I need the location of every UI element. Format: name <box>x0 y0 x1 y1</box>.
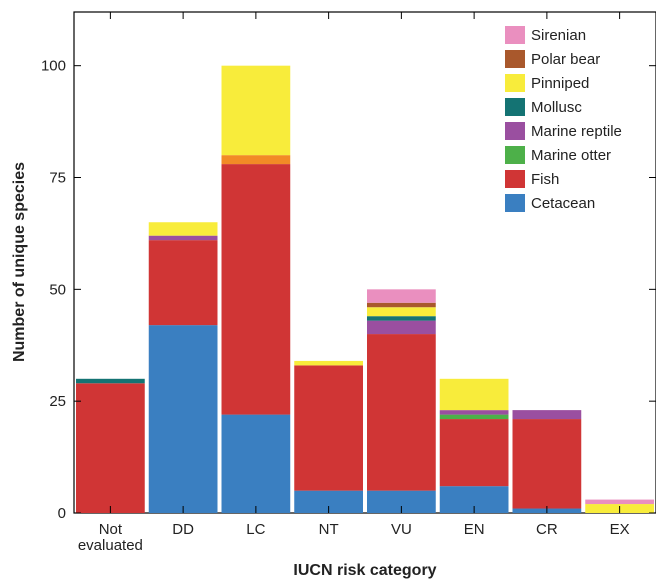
bar-segment-fish-vu <box>367 334 436 491</box>
legend-label-marine-reptile: Marine reptile <box>531 123 622 140</box>
y-tick-label: 50 <box>49 281 66 298</box>
legend-swatch-sirenian <box>505 26 525 44</box>
bar-segment-marine-otter-en <box>439 414 509 420</box>
bar-segment-cetacean-dd <box>148 325 218 513</box>
legend-label-fish: Fish <box>531 171 559 188</box>
bar-segment-cetacean-lc <box>221 414 291 513</box>
legend-swatch-marine-otter <box>505 146 525 164</box>
x-tick-label: DD <box>172 521 194 538</box>
bar-segment-fish-dd <box>148 240 218 326</box>
plot-frame <box>73 11 656 514</box>
x-tick-label: LC <box>246 521 265 538</box>
bar-segment-pinniped-vu <box>367 307 436 317</box>
legend-swatch-polar-bear <box>505 50 525 68</box>
bar-segment-marine-reptile-cr <box>512 410 582 420</box>
y-tick-label: 25 <box>49 393 66 410</box>
bar-segment-mollusc-vu <box>367 316 436 321</box>
bar-segment-sirenian-vu <box>367 289 436 303</box>
bar-segment-fish-en <box>439 419 509 487</box>
legend-swatch-pinniped <box>505 74 525 92</box>
bar-segment-highlight-lc <box>221 155 291 165</box>
x-tick-label: NT <box>319 521 339 538</box>
x-tick-label: CR <box>536 521 558 538</box>
legend-label-sirenian: Sirenian <box>531 27 586 44</box>
legend-label-pinniped: Pinniped <box>531 75 589 92</box>
y-tick-label: 0 <box>58 505 66 522</box>
x-tick-label: VU <box>391 521 412 538</box>
bar-segment-fish-nt <box>294 365 363 491</box>
bars-group <box>76 65 654 513</box>
bar-segment-sirenian-ex <box>585 499 654 505</box>
bar-segment-cetacean-vu <box>367 490 436 513</box>
x-tick-label: EN <box>464 521 485 538</box>
bar-segment-marine-reptile-dd <box>148 235 218 241</box>
x-axis-title: IUCN risk category <box>293 562 436 579</box>
legend-swatch-marine-reptile <box>505 122 525 140</box>
legend-label-mollusc: Mollusc <box>531 99 582 116</box>
x-tick-label: evaluated <box>78 537 143 554</box>
plot-area <box>73 11 656 514</box>
legend-label-polar-bear: Polar bear <box>531 51 600 68</box>
legend-swatch-mollusc <box>505 98 525 116</box>
bar-segment-mollusc-not-evaluated <box>76 378 145 384</box>
x-tick-label: Not <box>99 521 123 538</box>
bar-segment-polar-bear-vu <box>367 302 436 308</box>
bar-segment-fish-not-evaluated <box>76 383 145 513</box>
bar-segment-pinniped-dd <box>148 222 218 236</box>
legend-label-marine-otter: Marine otter <box>531 147 611 164</box>
y-tick-label: 100 <box>41 58 66 75</box>
legend: Sirenian Polar bear Pinniped Mollusc Marine … <box>505 26 622 212</box>
legend-swatch-fish <box>505 170 525 188</box>
bar-segment-fish-cr <box>512 419 582 509</box>
bar-segment-marine-reptile-vu <box>367 320 436 335</box>
bar-segment-pinniped-nt <box>294 360 363 366</box>
legend-label-cetacean: Cetacean <box>531 195 595 212</box>
bar-segment-cetacean-nt <box>294 490 363 513</box>
bar-segment-fish-lc <box>221 164 291 415</box>
y-axis-title: Number of unique species <box>11 162 28 362</box>
x-tick-label: EX <box>610 521 630 538</box>
bar-segment-marine-reptile-en <box>439 410 509 415</box>
bar-segment-pinniped-en <box>439 378 509 411</box>
y-tick-label: 75 <box>49 170 66 187</box>
bar-segment-pinniped-lc <box>221 65 291 156</box>
legend-swatch-cetacean <box>505 194 525 212</box>
